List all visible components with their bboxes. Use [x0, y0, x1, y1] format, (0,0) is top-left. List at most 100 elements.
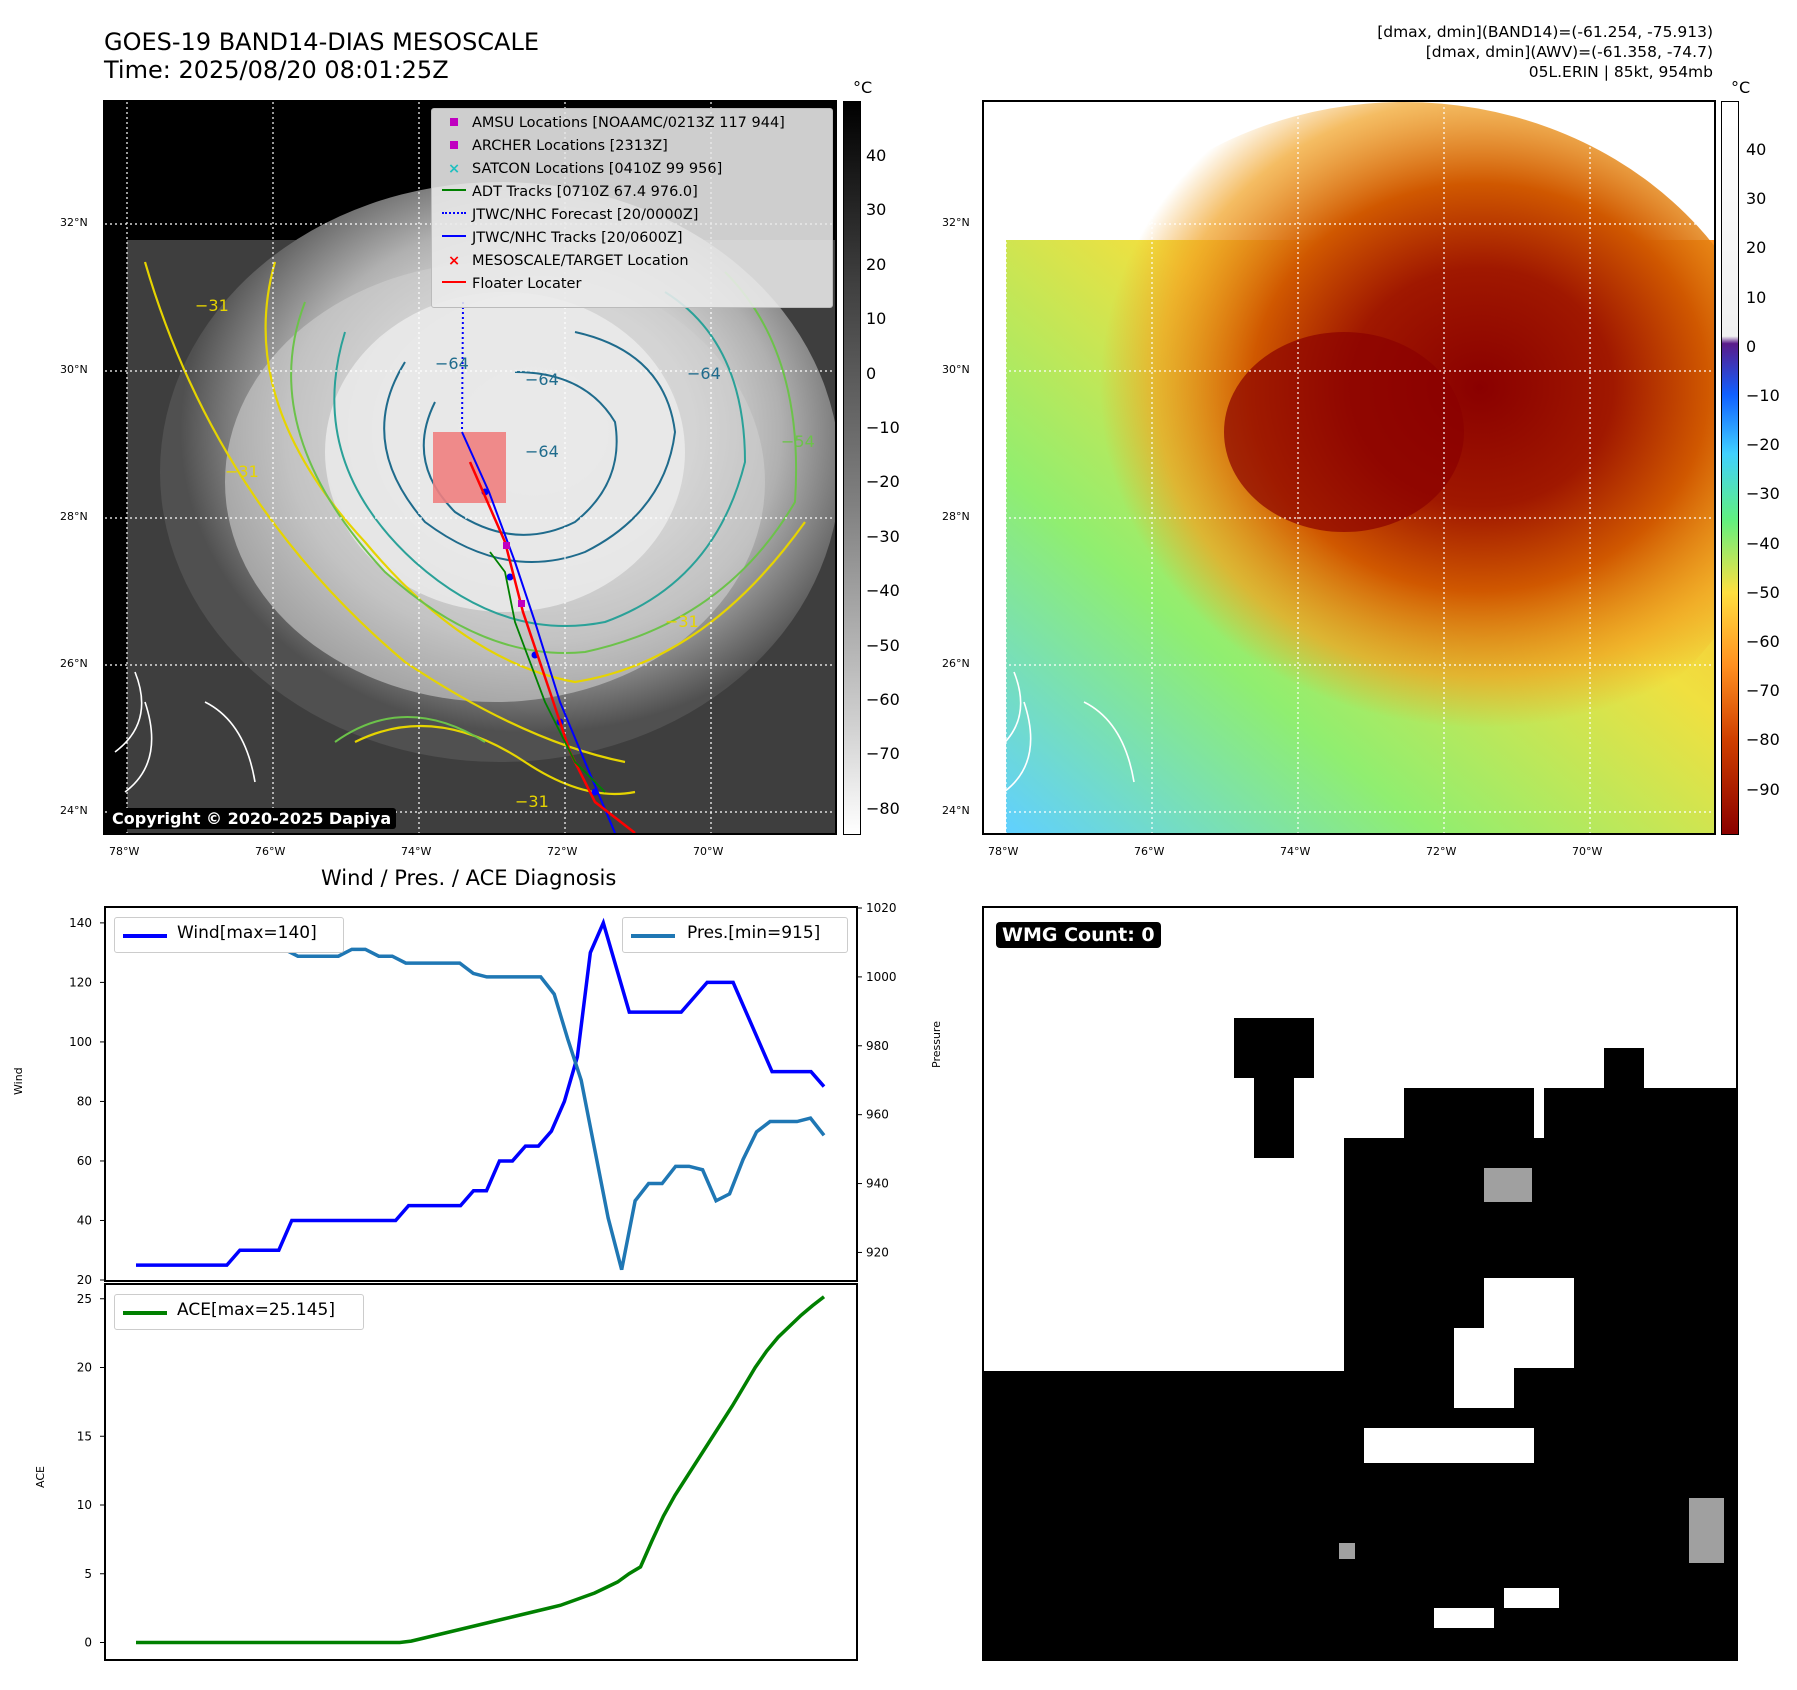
lon-label: 72°W [1426, 845, 1457, 858]
map-legend: AMSU Locations [NOAAMC/0213Z 117 944] AR… [431, 108, 833, 308]
line-dot-marker-icon [442, 235, 466, 237]
lat-label: 26°N [942, 657, 970, 670]
y-right-tick-label: 920 [866, 1245, 889, 1259]
title-line-1: GOES-19 BAND14-DIAS MESOSCALE [104, 28, 540, 56]
lon-label: 76°W [1134, 845, 1165, 858]
colorbar-tick-label: −80 [866, 798, 900, 818]
y-right-tick-label: 980 [866, 1039, 889, 1053]
ir-map-panel: AMSU Locations [NOAAMC/0213Z 117 944] AR… [103, 100, 837, 835]
y-right-tick-label: 960 [866, 1108, 889, 1122]
title-line-2: Time: 2025/08/20 08:01:25Z [104, 56, 449, 84]
contour-label: −64 [525, 442, 559, 461]
wind-axis-label: Wind [12, 1067, 25, 1095]
contour-label: −64 [525, 370, 559, 389]
contour-label: −64 [687, 364, 721, 383]
pressure-legend-line [631, 934, 675, 938]
colorbar-tick-label: 0 [1746, 336, 1757, 356]
info-line-1: [dmax, dmin](BAND14)=(-61.254, -75.913) [1377, 23, 1713, 41]
colorbar-tick-label: 0 [866, 363, 877, 383]
ace-chart: 0 5 10 15 20 25 [77, 1283, 858, 1661]
lat-label: 32°N [942, 216, 970, 229]
legend-label: MESOSCALE/TARGET Location [472, 253, 689, 269]
y-tick-label: 120 [69, 975, 92, 989]
legend-label: AMSU Locations [NOAAMC/0213Z 117 944] [472, 115, 785, 131]
colorbar-tick-label: 20 [866, 254, 887, 274]
info-line-2: [dmax, dmin](AWV)=(-61.358, -74.7) [1425, 43, 1713, 61]
legend-label: SATCON Locations [0410Z 99 956] [472, 161, 723, 177]
wmg-mask-image [984, 1018, 1736, 1659]
lon-label: 70°W [1572, 845, 1603, 858]
colorbar-tick-label: −10 [866, 418, 900, 437]
colorbar-tick-label: −80 [1746, 730, 1780, 750]
lon-label: 78°W [109, 845, 140, 858]
colorbar-tick-label: −60 [866, 690, 900, 709]
info-line-3: 05L.ERIN | 85kt, 954mb [1528, 63, 1713, 81]
lat-label: 28°N [942, 510, 970, 523]
legend-item: × MESOSCALE/TARGET Location [442, 253, 689, 269]
colorbar-tick-label: −50 [1746, 582, 1780, 602]
y-tick-label: 140 [69, 916, 92, 930]
y-tick-label: 10 [77, 1498, 92, 1512]
wind-legend-label: Wind[max=140] [177, 923, 317, 943]
lat-label: 32°N [60, 216, 88, 229]
colorbar-tick-label: −10 [1746, 386, 1780, 405]
legend-label: Floater Locater [472, 276, 582, 292]
ace-legend-label: ACE[max=25.145] [177, 1300, 335, 1320]
lon-label: 70°W [693, 845, 724, 858]
diagnosis-chart-title: Wind / Pres. / ACE Diagnosis [321, 866, 617, 890]
colorbar-tick-label: −20 [1746, 435, 1780, 455]
ace-legend: ACE[max=25.145] [114, 1294, 364, 1330]
y-tick-label: 0 [84, 1636, 92, 1650]
colorbar-tick-label: −60 [1746, 632, 1780, 651]
colorbar-tick-label: −90 [1746, 779, 1780, 799]
colorbar-unit: °C [853, 78, 873, 97]
wind-legend: Wind[max=140] [114, 917, 344, 953]
info-block: [dmax, dmin](BAND14)=(-61.254, -75.913) … [1377, 22, 1713, 82]
square-marker-icon [450, 118, 458, 126]
y-tick-label: 20 [77, 1273, 92, 1287]
contour-label: −31 [195, 296, 229, 315]
colorbar-unit: °C [1731, 78, 1751, 97]
colorbar-tick-label: 20 [1746, 238, 1767, 258]
wind-pressure-chart: 20 40 60 80 100 120 140 920 940 960 980 1000 1020 [69, 901, 896, 1287]
pressure-legend-label: Pres.[min=915] [687, 923, 821, 943]
legend-item: ADT Tracks [0710Z 67.4 976.0] [442, 184, 698, 200]
legend-item: JTWC/NHC Tracks [20/0600Z] [442, 230, 683, 246]
ace-series-line [136, 1295, 826, 1645]
colorbar-tick-label: 10 [1746, 287, 1767, 307]
y-tick-label: 15 [77, 1429, 92, 1443]
colorbar-tick-label: 10 [866, 309, 887, 329]
legend-item: AMSU Locations [NOAAMC/0213Z 117 944] [442, 115, 785, 131]
legend-label: ADT Tracks [0710Z 67.4 976.0] [472, 184, 698, 200]
square-marker-icon [450, 141, 458, 149]
ir-colorbar [843, 101, 861, 835]
colorbar-tick-label: 40 [1746, 140, 1767, 159]
lat-label: 26°N [60, 657, 88, 670]
legend-label: ARCHER Locations [2313Z] [472, 138, 668, 154]
ace-legend-line [123, 1311, 167, 1315]
y-tick-label: 40 [77, 1213, 92, 1227]
x-marker-icon: × [448, 161, 461, 177]
colorbar-tick-label: −30 [1746, 484, 1780, 504]
lon-label: 72°W [547, 845, 578, 858]
colorbar-tick-label: 40 [866, 146, 887, 165]
lon-label: 78°W [988, 845, 1019, 858]
plot-frame [104, 906, 858, 1282]
colorbar-tick-label: 30 [1746, 189, 1767, 209]
legend-item: × SATCON Locations [0410Z 99 956] [442, 161, 722, 177]
lat-label: 28°N [60, 510, 88, 523]
contour-label: −54 [781, 432, 815, 451]
y-tick-label: 25 [77, 1292, 92, 1306]
legend-label: JTWC/NHC Forecast [20/0000Z] [472, 207, 699, 223]
contour-label: −64 [435, 354, 469, 373]
contour-label: −31 [225, 462, 259, 481]
y-right-tick-label: 1000 [866, 970, 897, 984]
wind-legend-line [123, 934, 167, 938]
colorbar-tick-label: −40 [866, 581, 900, 601]
lon-label: 74°W [1280, 845, 1311, 858]
lon-label: 76°W [255, 845, 286, 858]
line-marker-icon [442, 281, 466, 283]
y-right-tick-label: 940 [866, 1177, 889, 1191]
contour-label: −31 [515, 792, 549, 811]
y-tick-label: 60 [77, 1154, 92, 1168]
